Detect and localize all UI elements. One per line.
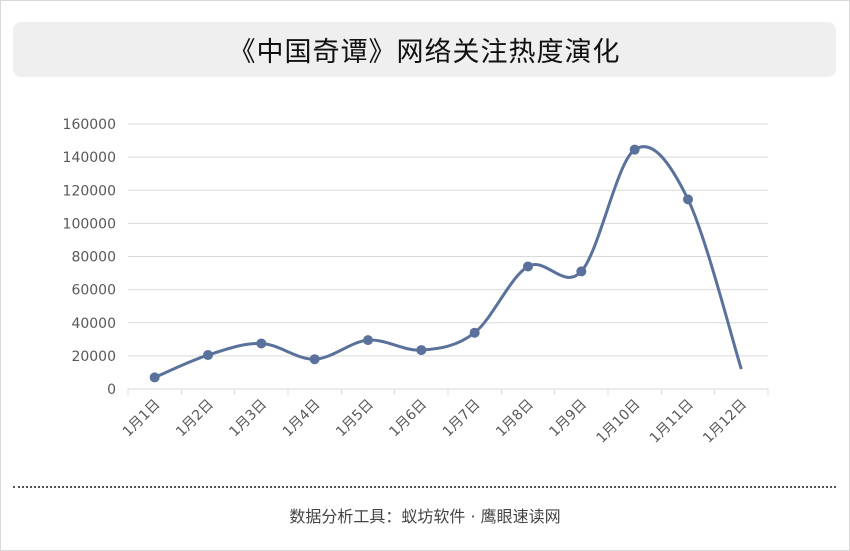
x-tick-label: 1月6日 [386, 397, 430, 441]
x-tick-label: 1月11日 [647, 397, 697, 447]
data-point [256, 338, 267, 349]
y-tick-label: 60000 [71, 283, 116, 299]
data-source-text: 数据分析工具：蚁坊软件 · 鹰眼速读网 [289, 507, 561, 526]
data-point [469, 327, 480, 338]
x-tick-label: 1月10日 [593, 397, 643, 447]
x-tick-label: 1月3日 [226, 397, 270, 441]
y-tick-label: 140000 [63, 150, 116, 166]
y-tick-label: 160000 [63, 117, 116, 133]
data-point [629, 144, 640, 155]
footer-divider [13, 486, 836, 488]
data-point [309, 354, 320, 365]
x-tick-label: 1月8日 [493, 397, 537, 441]
data-point [683, 194, 693, 205]
title-bar: 《中国奇谭》网络关注热度演化 [13, 22, 836, 77]
x-tick-label: 1月2日 [173, 397, 217, 441]
y-tick-label: 80000 [71, 250, 116, 266]
data-point [363, 335, 373, 346]
x-tick-label: 1月12日 [700, 397, 750, 447]
x-tick-label: 1月4日 [280, 397, 324, 441]
data-point [149, 372, 160, 383]
y-tick-label: 0 [107, 382, 116, 398]
data-point [523, 261, 533, 272]
x-tick-label: 1月7日 [440, 397, 484, 441]
x-tick-label: 1月9日 [546, 397, 590, 441]
x-tick-label: 1月5日 [333, 397, 377, 441]
x-tick-label: 1月1日 [120, 397, 164, 441]
data-point [203, 350, 213, 361]
data-point [576, 266, 587, 277]
chart-title: 《中国奇谭》网络关注热度演化 [228, 37, 621, 68]
y-tick-label: 40000 [71, 316, 116, 332]
y-tick-label: 100000 [63, 216, 116, 232]
series-line [154, 145, 743, 379]
y-tick-label: 120000 [63, 183, 116, 199]
y-tick-label: 20000 [71, 349, 116, 365]
data-point [416, 345, 427, 356]
